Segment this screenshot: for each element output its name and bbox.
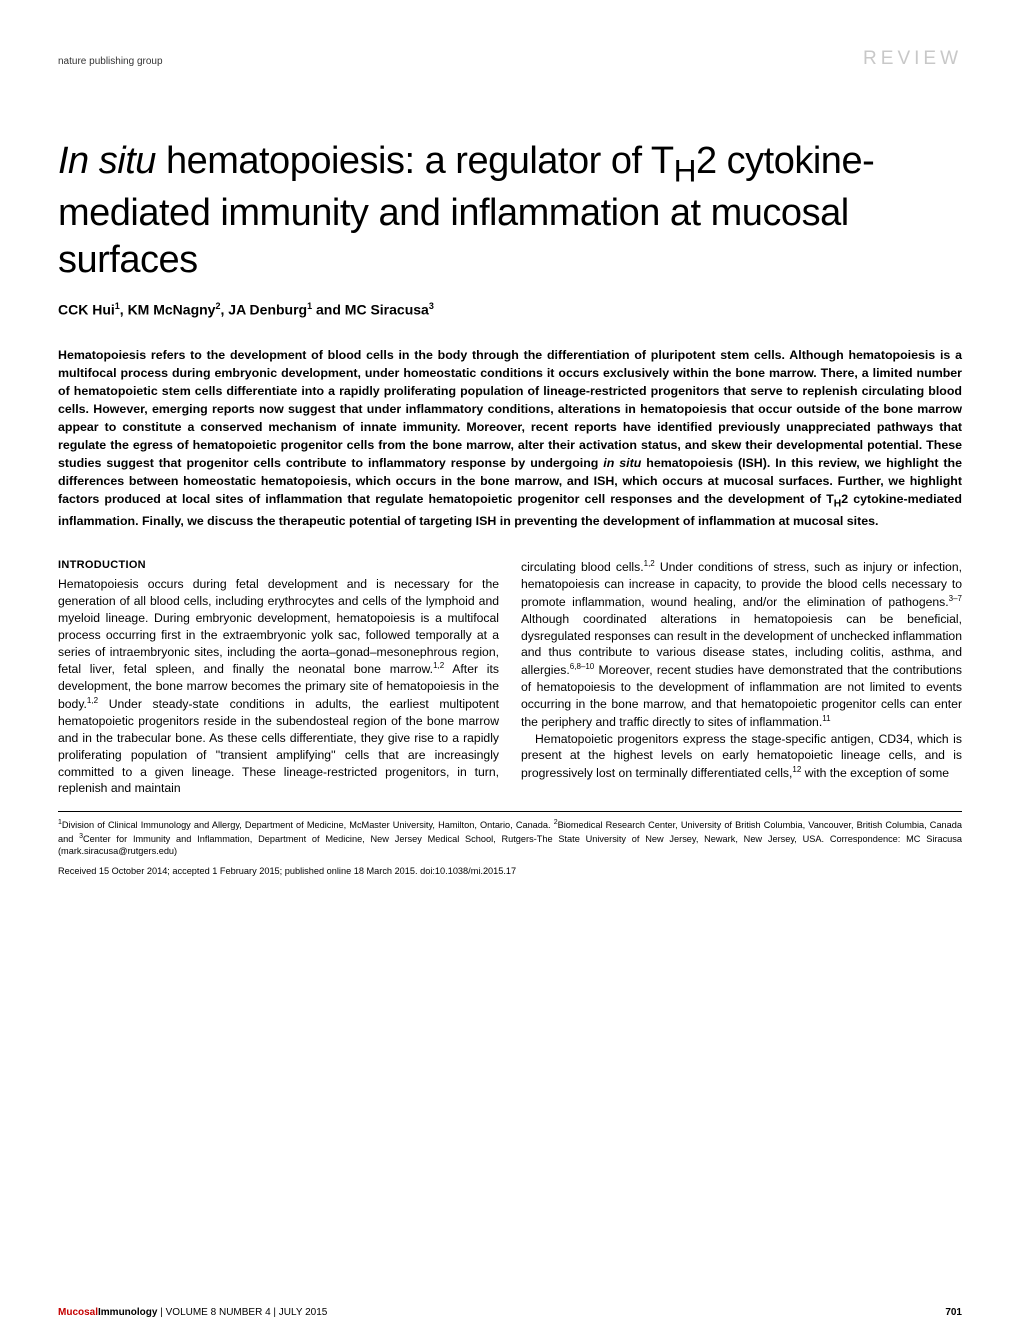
authors-line: CCK Hui1, KM McNagny2, JA Denburg1 and M…: [58, 301, 962, 318]
intro-paragraph-left: Hematopoiesis occurs during fetal develo…: [58, 576, 499, 797]
intro-paragraph-right-2: Hematopoietic progenitors express the st…: [521, 731, 962, 783]
article-title: In situ hematopoiesis: a regulator of TH…: [58, 138, 962, 283]
journal-issue: | VOLUME 8 NUMBER 4 | JULY 2015: [157, 1307, 327, 1318]
section-heading-introduction: INTRODUCTION: [58, 558, 499, 573]
abstract-part-1: Hematopoiesis refers to the development …: [58, 348, 962, 471]
title-italic: In situ: [58, 140, 156, 182]
page-footer: MucosalImmunology | VOLUME 8 NUMBER 4 | …: [58, 1307, 962, 1318]
affiliations: 1Division of Clinical Immunology and All…: [58, 811, 962, 857]
body-columns: INTRODUCTION Hematopoiesis occurs during…: [58, 558, 962, 797]
abstract-italic: in situ: [603, 456, 641, 470]
intro-paragraph-right-1: circulating blood cells.1,2 Under condit…: [521, 558, 962, 731]
title-text-1: hematopoiesis: a regulator of T: [156, 140, 674, 182]
page-number: 701: [945, 1307, 962, 1318]
journal-name-red: Mucosal: [58, 1307, 98, 1318]
page-header: nature publishing group REVIEW: [58, 48, 962, 70]
title-subscript: H: [674, 153, 696, 189]
left-column: INTRODUCTION Hematopoiesis occurs during…: [58, 558, 499, 797]
right-column: circulating blood cells.1,2 Under condit…: [521, 558, 962, 797]
received-line: Received 15 October 2014; accepted 1 Feb…: [58, 866, 962, 876]
abstract: Hematopoiesis refers to the development …: [58, 346, 962, 531]
publisher-label: nature publishing group: [58, 56, 163, 67]
article-type: REVIEW: [863, 48, 962, 70]
journal-name-bold: Immunology: [98, 1307, 157, 1318]
journal-citation: MucosalImmunology | VOLUME 8 NUMBER 4 | …: [58, 1307, 327, 1318]
